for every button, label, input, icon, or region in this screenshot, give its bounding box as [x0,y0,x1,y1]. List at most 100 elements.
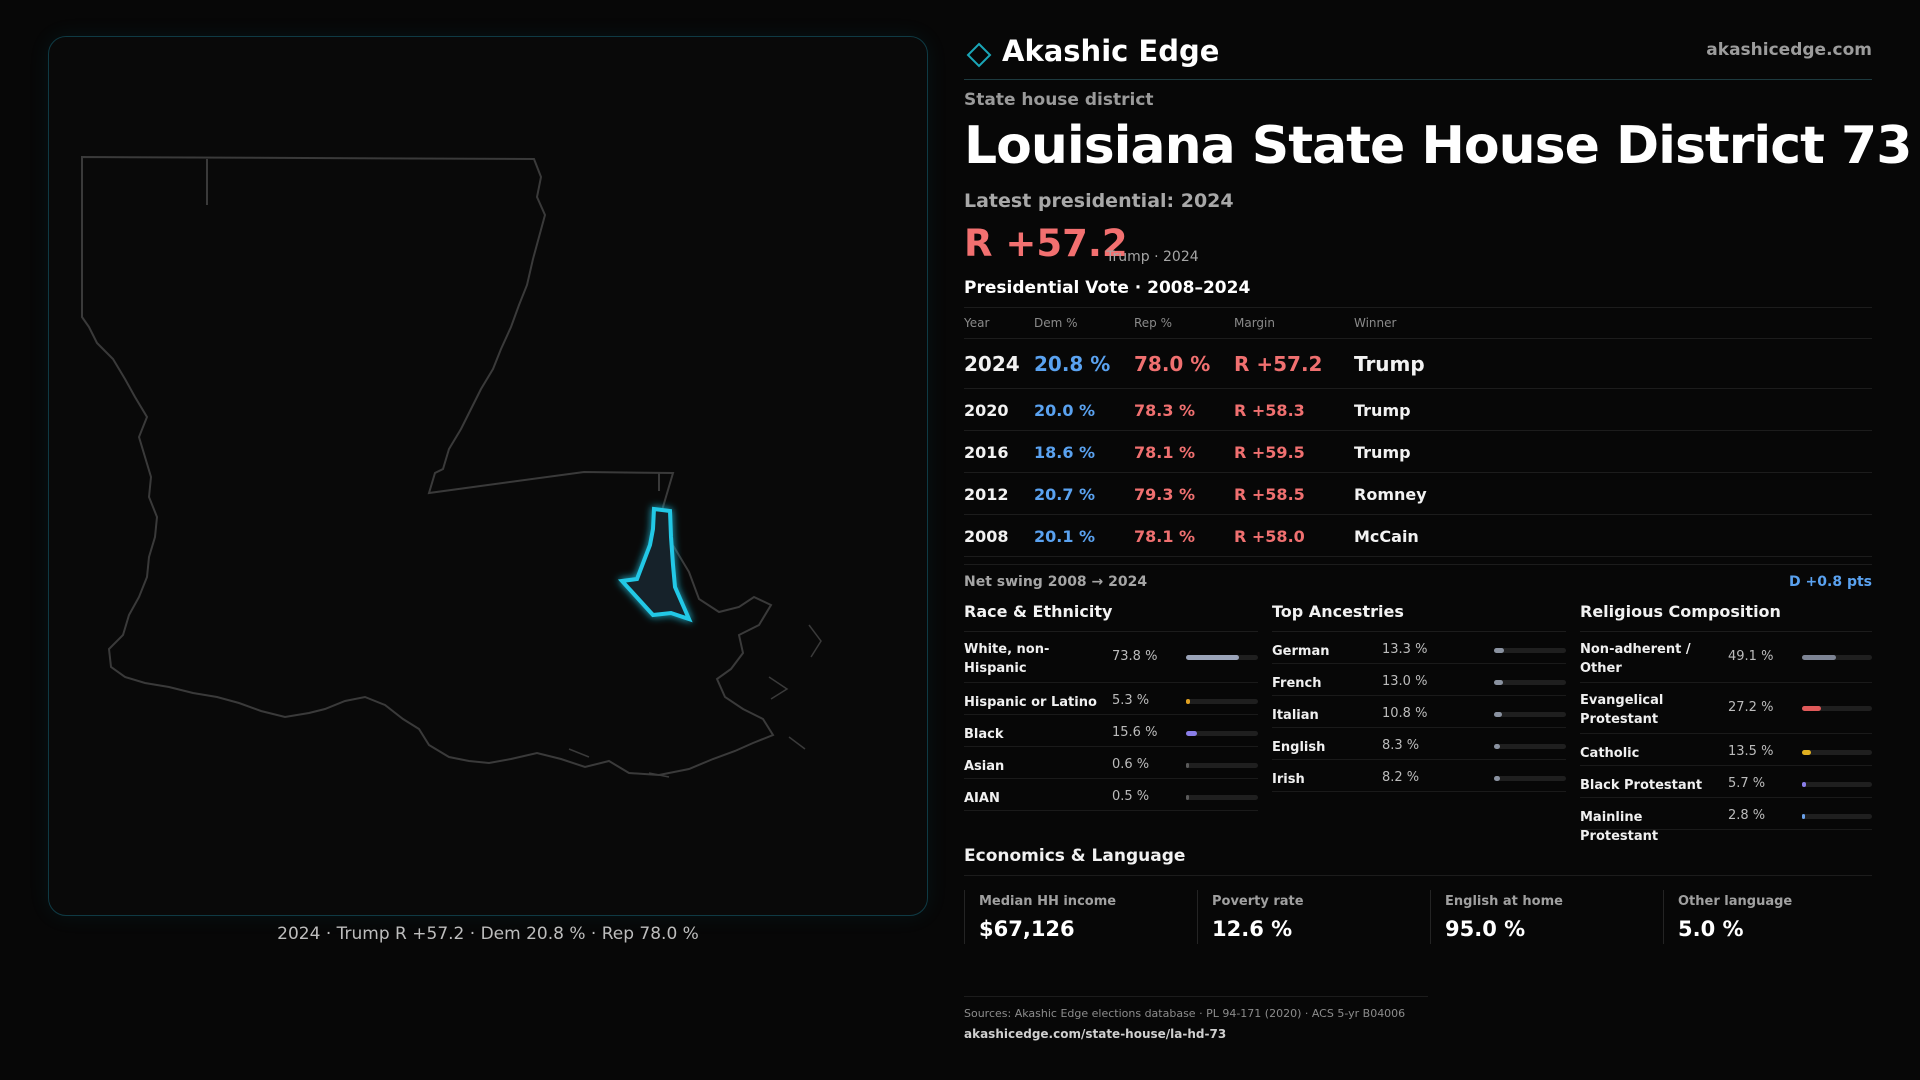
religion-row-value: 27.2 % [1728,700,1774,715]
col-header-dem: Dem % [1034,316,1078,330]
race-row-bar-track [1186,731,1258,736]
cell-dem: 20.0 % [1034,401,1096,420]
sources-text: Sources: Akashic Edge elections database… [964,1007,1406,1020]
ancestries-section: Top Ancestries German 13.3 % French 13.0 % I… [1272,602,1566,792]
ancestry-row-bar-fill [1494,744,1500,749]
cell-year: 2020 [964,401,1009,420]
econ-value: 12.6 % [1212,917,1293,941]
cell-year: 2008 [964,527,1009,546]
econ-value: 5.0 % [1678,917,1744,941]
race-row-bar-track [1186,763,1258,768]
race-row-bar-fill [1186,795,1189,800]
votes-section-title: Presidential Vote · 2008–2024 [964,278,1251,298]
econ-cell-english: English at home 95.0 % [1430,890,1640,944]
race-row: Black 15.6 % [964,715,1258,747]
religion-row-label: Evangelical Protestant [1580,693,1664,727]
col-header-rep: Rep % [1134,316,1173,330]
cell-winner: McCain [1354,527,1419,546]
net-swing-value: D +0.8 pts [1789,574,1872,590]
cell-rep: 78.1 % [1134,443,1196,462]
cell-dem: 18.6 % [1034,443,1096,462]
race-row-label: Black [964,727,1004,742]
race-row-value: 5.3 % [1112,693,1150,708]
brand-site-link[interactable]: akashicedge.com [1706,40,1872,60]
ancestry-row-label: English [1272,740,1326,755]
religion-row-label: Non-adherent / Other [1580,642,1691,676]
ancestry-row-bar-fill [1494,776,1500,781]
cell-rep: 78.1 % [1134,527,1196,546]
ancestry-row: English 8.3 % [1272,728,1566,760]
district-73-shape[interactable] [617,506,693,623]
economics-cells: Median HH income $67,126 Poverty rate 12… [964,890,1872,948]
diamond-outline-icon [966,42,992,72]
map-caption: 2024 · Trump R +57.2 · Dem 20.8 % · Rep … [277,924,699,944]
religion-row-bar-track [1802,706,1872,711]
brand-name[interactable]: Akashic Edge [1002,34,1220,68]
race-row-label: White, non-Hispanic [964,642,1050,676]
ancestry-row-bar-track [1494,744,1566,749]
ancestry-row: French 13.0 % [1272,664,1566,696]
religion-row: Evangelical Protestant 27.2 % [1580,683,1872,734]
cell-rep: 78.3 % [1134,401,1196,420]
race-row: Asian 0.6 % [964,747,1258,779]
ancestry-row-bar-track [1494,680,1566,685]
cell-rep: 79.3 % [1134,485,1196,504]
headline-margin-sub: Trump · 2024 [1106,249,1199,265]
ancestry-row-bar-fill [1494,712,1502,717]
col-header-winner: Winner [1354,316,1397,330]
presidential-vote-table: Year Dem % Rep % Margin Winner 2024 20.8… [964,307,1872,557]
district-map[interactable] [49,37,929,917]
religion-section-title: Religious Composition [1580,602,1872,632]
ancestry-row-label: French [1272,676,1322,691]
table-row: 2024 20.8 % 78.0 % R +57.2 Trump [964,339,1872,389]
page-url-link[interactable]: akashicedge.com/state-house/la-hd-73 [964,1027,1227,1041]
cell-year: 2024 [964,352,1020,376]
cell-dem: 20.1 % [1034,527,1096,546]
race-section-title: Race & Ethnicity [964,602,1258,632]
cell-dem: 20.7 % [1034,485,1096,504]
ancestry-row-value: 8.3 % [1382,738,1420,753]
religion-row: Black Protestant 5.7 % [1580,766,1872,798]
ancestry-row-bar-track [1494,776,1566,781]
religion-section: Religious Composition Non-adherent / Oth… [1580,602,1872,844]
race-row-bar-fill [1186,763,1189,768]
cell-winner: Trump [1354,352,1425,376]
col-header-year: Year [964,316,990,330]
cell-margin: R +58.0 [1234,527,1305,546]
cell-dem: 20.8 % [1034,352,1111,376]
ancestry-row: Irish 8.2 % [1272,760,1566,792]
religion-row-value: 5.7 % [1728,776,1766,791]
race-row-value: 73.8 % [1112,649,1158,664]
net-swing-label: Net swing 2008 → 2024 [964,574,1148,590]
ancestry-section-title: Top Ancestries [1272,602,1566,632]
cell-margin: R +58.3 [1234,401,1305,420]
map-panel[interactable] [48,36,928,916]
ancestry-row-bar-fill [1494,680,1504,685]
religion-row-label: Catholic [1580,746,1640,761]
religion-row: Catholic 13.5 % [1580,734,1872,766]
cell-margin: R +59.5 [1234,443,1305,462]
cell-year: 2012 [964,485,1009,504]
race-row-value: 15.6 % [1112,725,1158,740]
religion-row-label: Mainline Protestant [1580,810,1659,844]
religion-row-label: Black Protestant [1580,778,1703,793]
economics-section-title: Economics & Language [964,846,1872,876]
brand-header: Akashic Edge akashicedge.com [964,30,1872,80]
cell-year: 2016 [964,443,1009,462]
cell-winner: Romney [1354,485,1427,504]
table-row: 2012 20.7 % 79.3 % R +58.5 Romney [964,473,1872,515]
col-header-margin: Margin [1234,316,1275,330]
econ-label: Other language [1678,894,1793,909]
ancestry-row-bar-track [1494,648,1566,653]
ancestry-row-label: Italian [1272,708,1319,723]
econ-cell-poverty: Poverty rate 12.6 % [1197,890,1407,944]
econ-cell-other-language: Other language 5.0 % [1663,890,1873,944]
ancestry-row-value: 8.2 % [1382,770,1420,785]
religion-row-bar-track [1802,750,1872,755]
religion-row-bar-track [1802,782,1872,787]
net-swing-row: Net swing 2008 → 2024 D +0.8 pts [964,564,1872,594]
race-row-value: 0.5 % [1112,789,1150,804]
religion-row-bar-fill [1802,782,1806,787]
ancestry-row-label: German [1272,644,1330,659]
religion-row: Non-adherent / Other 49.1 % [1580,632,1872,683]
